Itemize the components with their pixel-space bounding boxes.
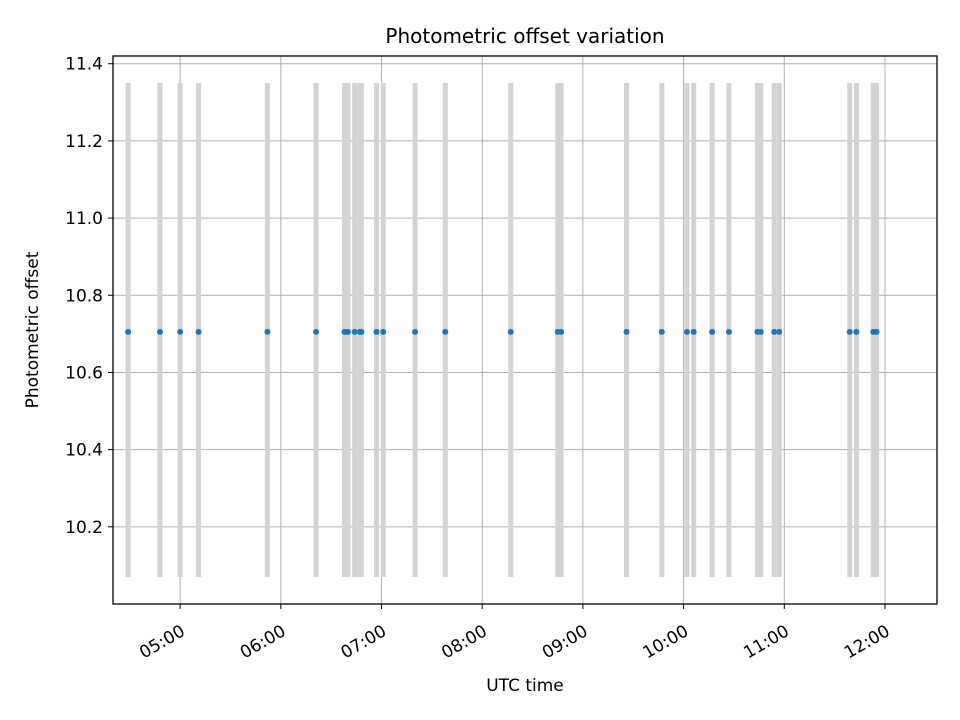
y-tick-label: 10.8 (65, 286, 103, 306)
chart-title: Photometric offset variation (385, 24, 664, 48)
data-point (344, 328, 351, 335)
y-tick-label: 11.4 (65, 55, 103, 75)
marker-layer (125, 328, 880, 335)
data-point (757, 328, 764, 335)
data-point (156, 328, 163, 335)
data-point (776, 328, 783, 335)
data-point (351, 328, 358, 335)
data-point (412, 328, 419, 335)
data-point (373, 328, 380, 335)
data-point (853, 328, 860, 335)
data-point (683, 328, 690, 335)
x-axis-title: UTC time (486, 676, 564, 696)
data-point (264, 328, 271, 335)
y-tick-label: 10.2 (65, 518, 103, 538)
data-point (313, 328, 320, 335)
data-point (195, 328, 202, 335)
data-point (623, 328, 630, 335)
data-point (507, 328, 514, 335)
data-point (658, 328, 665, 335)
data-point (771, 328, 778, 335)
data-point (725, 328, 732, 335)
data-point (558, 328, 565, 335)
data-point (442, 328, 449, 335)
data-point (177, 328, 184, 335)
y-tick-label: 11.0 (65, 209, 103, 229)
data-point (873, 328, 880, 335)
data-point (846, 328, 853, 335)
data-point (125, 328, 132, 335)
y-axis-title: Photometric offset (23, 251, 43, 408)
data-point (380, 328, 387, 335)
y-tick-label: 10.6 (65, 363, 103, 383)
data-point (690, 328, 697, 335)
plot-background (113, 56, 937, 604)
data-point (358, 328, 365, 335)
plot-frame (112, 55, 938, 605)
data-point (709, 328, 716, 335)
y-tick-label: 11.2 (65, 132, 103, 152)
y-tick-label: 10.4 (65, 441, 103, 461)
y-axis-ticks: 10.2 10.4 10.6 10.8 11.0 11.2 11.4 (65, 55, 113, 538)
